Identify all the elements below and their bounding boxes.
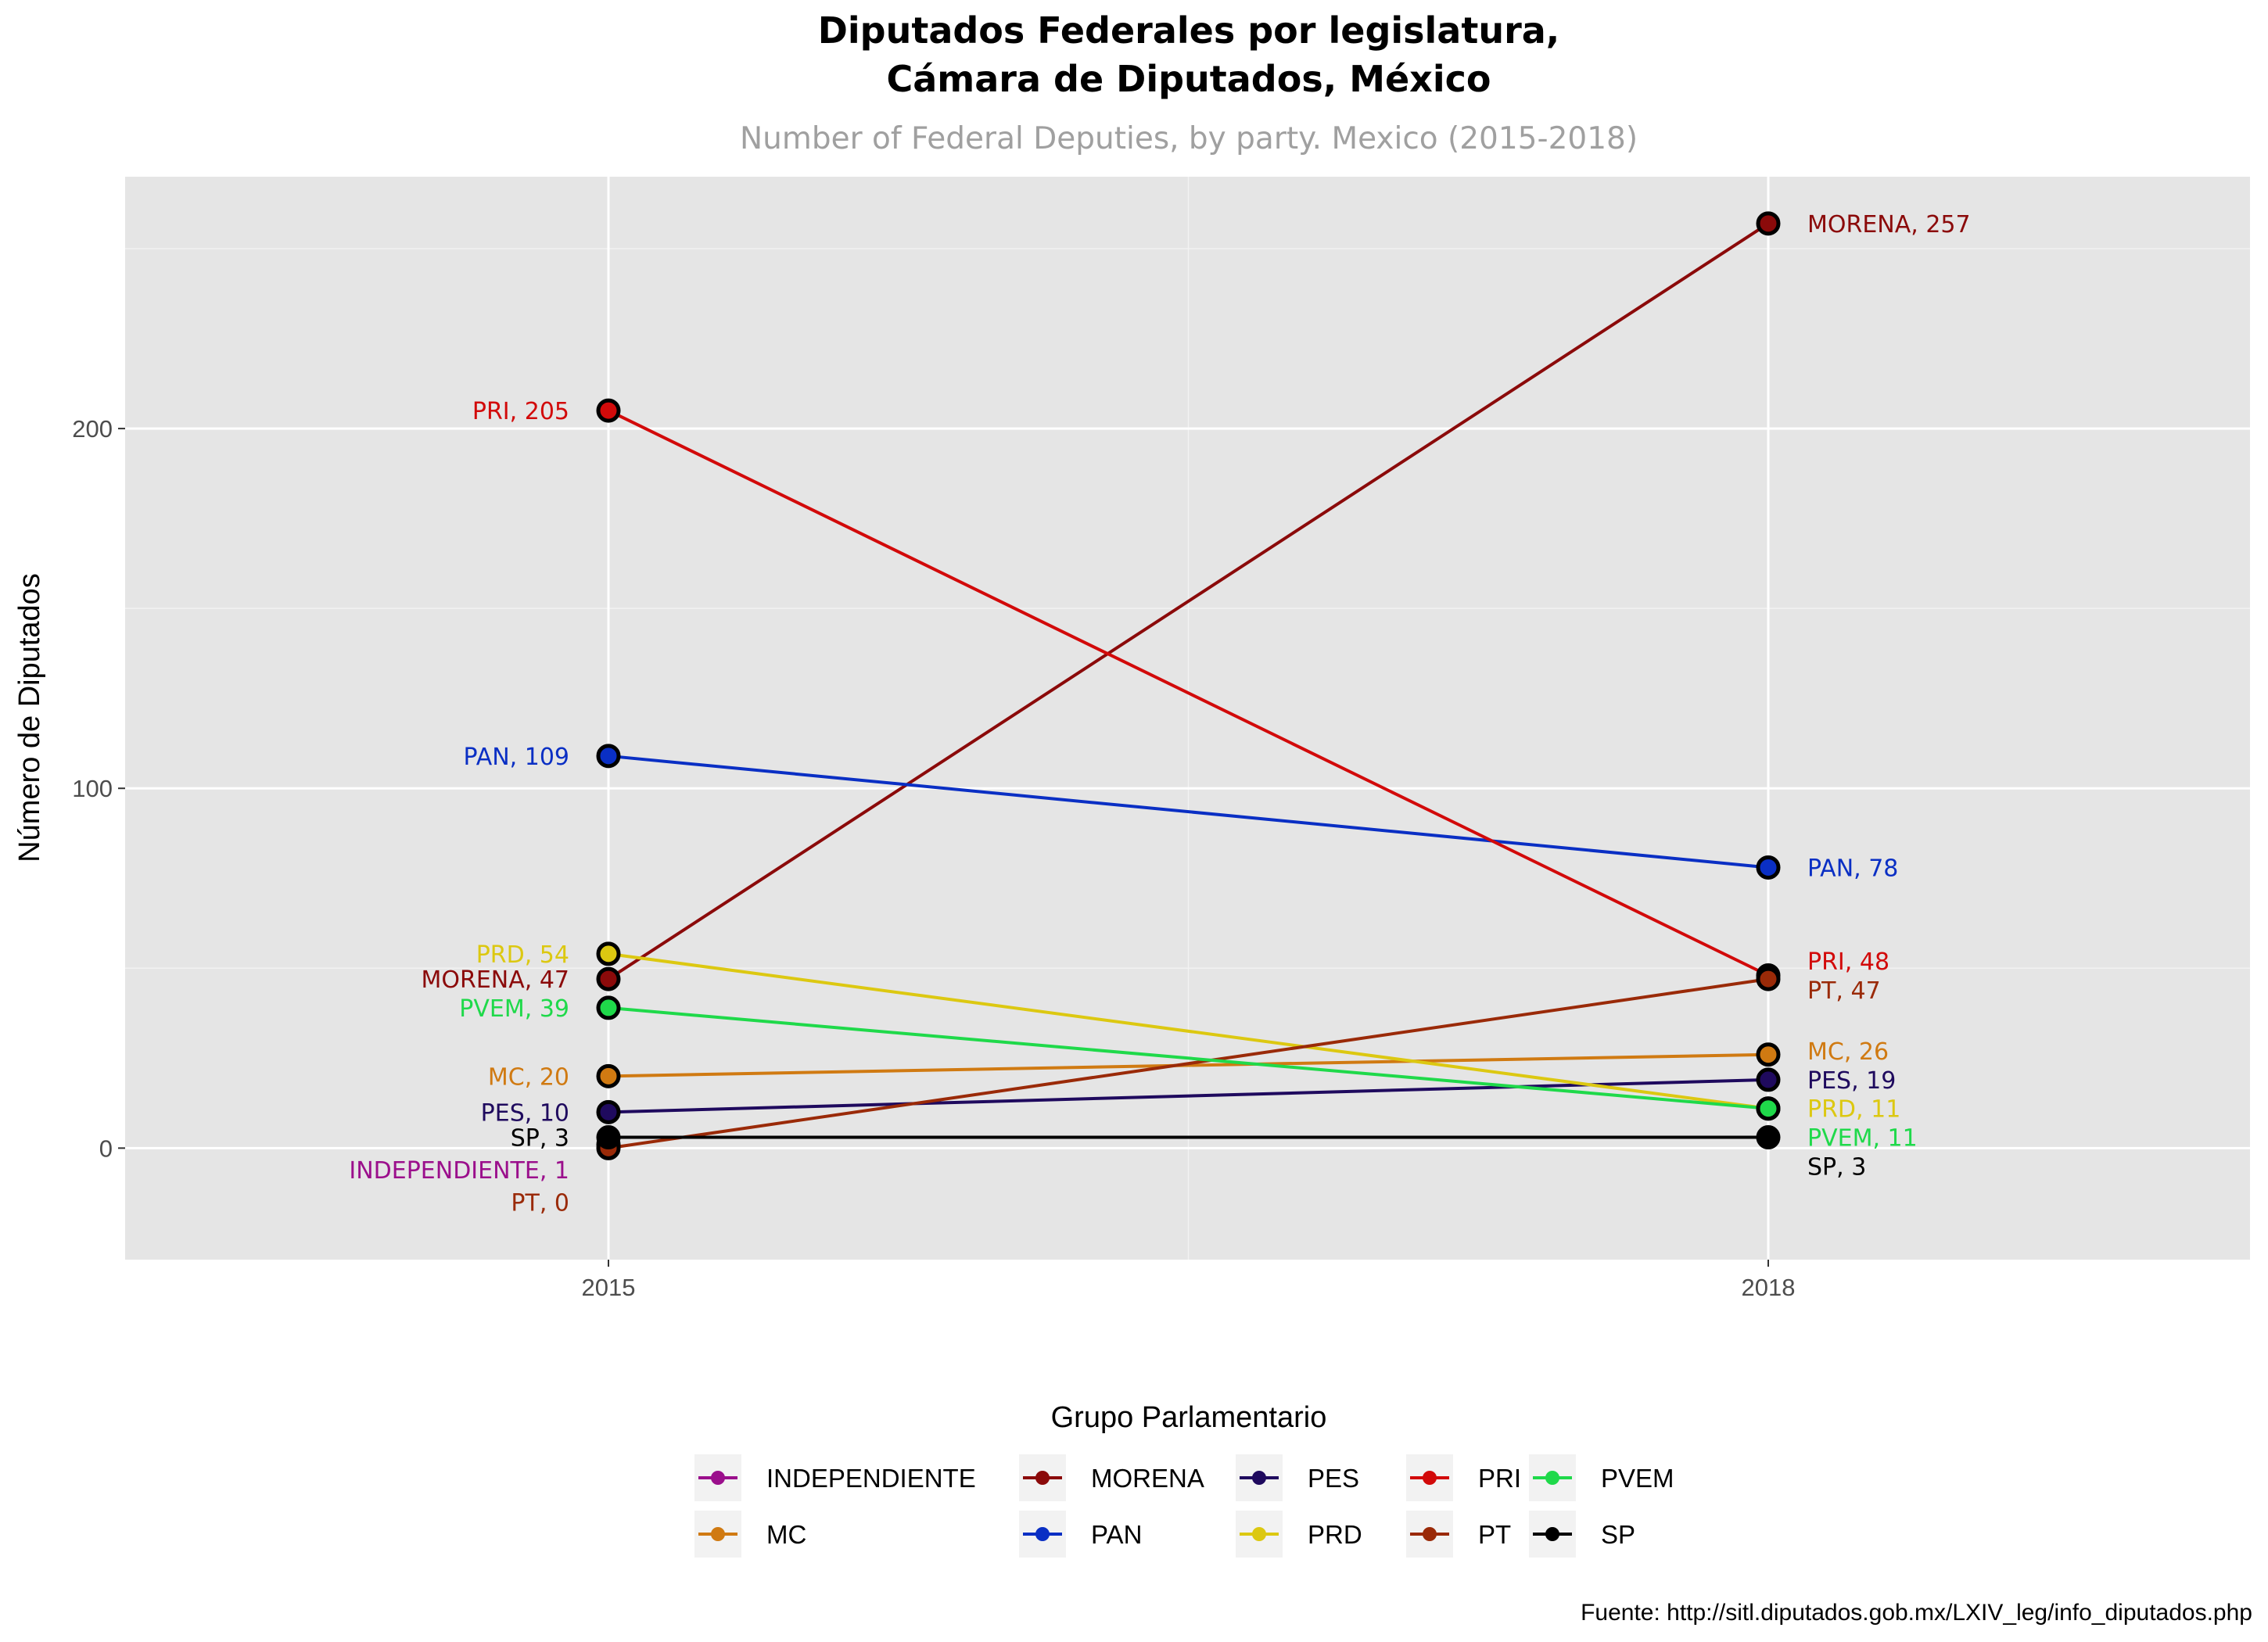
- legend-marker-pri: [1423, 1471, 1437, 1485]
- legend-label-pan: PAN: [1091, 1520, 1142, 1549]
- grid: [125, 177, 2250, 1260]
- y-tick-label: 200: [72, 415, 113, 443]
- data-point-morena-2018: [1756, 211, 1781, 236]
- data-point-pes-2015: [596, 1099, 621, 1124]
- point-label-pvem-2015: PVEM, 39: [459, 995, 569, 1023]
- data-point-pt-2018: [1756, 966, 1781, 991]
- data-point-mc-2018: [1756, 1042, 1781, 1067]
- legend-label-pt: PT: [1478, 1520, 1511, 1549]
- legend-label-pes: PES: [1308, 1464, 1359, 1493]
- series-line-pes: [608, 1077, 1769, 1114]
- data-point-morena-2015: [596, 966, 621, 991]
- legend-marker-independiente: [711, 1471, 725, 1485]
- series-line-mc: [608, 1052, 1769, 1078]
- data-point-mc-2015: [596, 1063, 621, 1088]
- y-tick-label: 0: [99, 1135, 113, 1162]
- legend-label-mc: MC: [766, 1520, 806, 1549]
- point-label-pvem-2018: PVEM, 11: [1807, 1125, 1918, 1153]
- legend-marker-sp: [1545, 1527, 1559, 1541]
- point-label-morena-2015: MORENA, 47: [421, 966, 569, 994]
- point-labels: INDEPENDIENTE, 1 MC, 20 MC, 26 MORENA, 47 MO…: [349, 211, 1970, 1217]
- axes: 0 100 200 2015 2018: [72, 415, 1795, 1301]
- point-label-pri-2018: PRI, 48: [1807, 948, 1889, 976]
- legend-title: Grupo Parlamentario: [1051, 1401, 1327, 1434]
- point-label-morena-2018: MORENA, 257: [1807, 211, 1971, 238]
- legend-marker-morena: [1035, 1471, 1050, 1485]
- data-point-pan-2015: [596, 744, 621, 769]
- legend-marker-mc: [711, 1527, 725, 1541]
- legend: INDEPENDIENTE MC MORENA PAN PES PRD PRI PT PVEM S…: [694, 1454, 1674, 1558]
- series-line-morena: [607, 222, 1770, 981]
- legend-label-pvem: PVEM: [1601, 1464, 1674, 1493]
- legend-label-independiente: INDEPENDIENTE: [766, 1464, 976, 1493]
- series-line-pt: [608, 977, 1769, 1150]
- point-label-sp-2018: SP, 3: [1807, 1153, 1866, 1181]
- point-label-pt-2015: PT, 0: [511, 1189, 569, 1217]
- series-line-pvem: [608, 1006, 1769, 1110]
- point-label-mc-2015: MC, 20: [488, 1063, 569, 1091]
- point-label-pes-2015: PES, 10: [481, 1099, 569, 1127]
- legend-label-morena: MORENA: [1091, 1464, 1204, 1493]
- point-label-pan-2015: PAN, 109: [464, 744, 569, 771]
- series-line-pri: [608, 409, 1769, 977]
- data-point-pri-2015: [596, 398, 621, 423]
- point-label-mc-2018: MC, 26: [1807, 1038, 1889, 1066]
- data-point-sp-2015: [596, 1125, 621, 1150]
- point-label-pan-2018: PAN, 78: [1807, 855, 1898, 882]
- data-point-pvem-2018: [1756, 1096, 1781, 1121]
- point-label-pri-2015: PRI, 205: [472, 398, 569, 425]
- x-tick-label: 2015: [582, 1274, 636, 1301]
- chart-title-line-1: Diputados Federales por legislatura,: [818, 9, 1560, 52]
- point-label-sp-2015: SP, 3: [511, 1125, 569, 1153]
- x-tick-label: 2018: [1742, 1274, 1796, 1301]
- point-label-prd-2018: PRD, 11: [1807, 1096, 1900, 1124]
- legend-label-pri: PRI: [1478, 1464, 1521, 1493]
- chart-title-line-2: Cámara de Diputados, México: [887, 58, 1491, 100]
- legend-marker-pan: [1035, 1527, 1050, 1541]
- y-tick-label: 100: [72, 775, 113, 802]
- series-line-pan: [608, 754, 1769, 869]
- legend-label-prd: PRD: [1308, 1520, 1362, 1549]
- legend-label-sp: SP: [1601, 1520, 1635, 1549]
- series-line-prd: [608, 952, 1769, 1110]
- chart-subtitle: Number of Federal Deputies, by party. Me…: [740, 121, 1638, 156]
- data-point-pan-2018: [1756, 855, 1781, 880]
- point-label-prd-2015: PRD, 54: [476, 941, 569, 969]
- legend-marker-pes: [1252, 1471, 1266, 1485]
- data-point-sp-2018: [1756, 1125, 1781, 1150]
- series-points: [596, 211, 1781, 1160]
- point-label-pes-2018: PES, 19: [1807, 1067, 1896, 1095]
- data-point-pes-2018: [1756, 1067, 1781, 1092]
- data-point-pvem-2015: [596, 995, 621, 1020]
- y-axis-title: Número de Diputados: [13, 573, 46, 862]
- series-lines: [607, 222, 1770, 1150]
- plot-panel: [125, 177, 2250, 1260]
- legend-marker-prd: [1252, 1527, 1266, 1541]
- point-label-pt-2018: PT, 47: [1807, 977, 1881, 1005]
- legend-marker-pvem: [1545, 1471, 1559, 1485]
- legend-marker-pt: [1423, 1527, 1437, 1541]
- caption: Fuente: http://sitl.diputados.gob.mx/LXI…: [1581, 1600, 2252, 1626]
- data-point-prd-2015: [596, 941, 621, 966]
- point-label-independiente-2015: INDEPENDIENTE, 1: [349, 1157, 569, 1185]
